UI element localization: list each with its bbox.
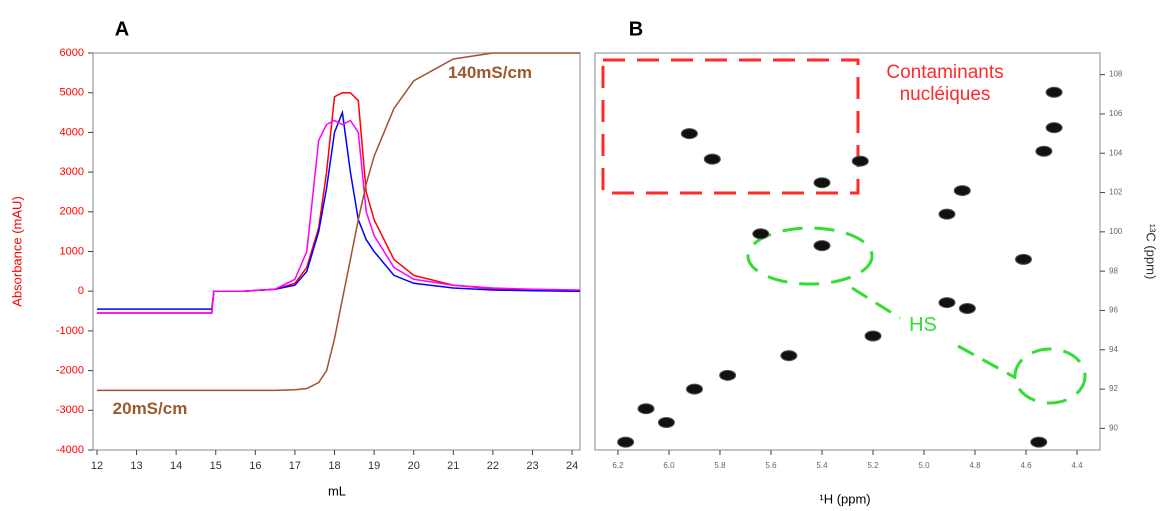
panel-title: A xyxy=(115,18,129,40)
y-tick-label: 100 xyxy=(1109,227,1123,236)
annotation: Contaminants nucléiques xyxy=(886,62,1004,105)
y-tick-label: 0 xyxy=(78,285,84,297)
y-tick-label: -1000 xyxy=(56,325,84,337)
x-tick-label: 4.4 xyxy=(1071,461,1083,470)
annotation: 140mS/cm xyxy=(447,63,533,82)
peak xyxy=(1045,122,1063,134)
peak xyxy=(657,416,675,428)
y-tick-label: 94 xyxy=(1109,345,1118,354)
y-tick-label: -4000 xyxy=(56,444,84,456)
peak xyxy=(938,208,956,220)
peak xyxy=(851,155,869,167)
peak xyxy=(637,403,655,415)
peak xyxy=(953,185,971,197)
hs-region xyxy=(746,226,874,286)
y-tick-label: 2000 xyxy=(60,206,84,218)
y-tick-label: 6000 xyxy=(60,47,84,59)
y-axis-label: ¹³C (ppm) xyxy=(1144,224,1159,280)
x-tick-label: 12 xyxy=(91,460,103,472)
x-tick-label: 17 xyxy=(289,460,301,472)
peak xyxy=(1045,86,1063,98)
peak xyxy=(752,228,770,240)
hs-connector xyxy=(957,344,1017,380)
peak xyxy=(719,369,737,381)
x-tick-label: 20 xyxy=(408,460,420,472)
peak xyxy=(617,436,635,448)
y-tick-label: 90 xyxy=(1109,423,1118,432)
x-tick-label: 16 xyxy=(249,460,261,472)
y-tick-label: 5000 xyxy=(60,87,84,99)
x-tick-label: 23 xyxy=(526,460,538,472)
y-tick-label: 3000 xyxy=(60,166,84,178)
peak xyxy=(813,240,831,252)
peak xyxy=(1014,253,1032,265)
line-series xyxy=(97,119,581,314)
x-tick-label: 4.6 xyxy=(1020,461,1032,470)
x-tick-label: 18 xyxy=(328,460,340,472)
x-tick-label: 5.4 xyxy=(816,461,828,470)
y-tick-label: 96 xyxy=(1109,306,1118,315)
annotation: 20mS/cm xyxy=(112,399,188,418)
y-tick-label: -3000 xyxy=(56,404,84,416)
x-tick-label: 6.0 xyxy=(663,461,675,470)
peak xyxy=(938,297,956,309)
contaminant-box xyxy=(601,58,860,195)
x-axis-label: ¹H (ppm) xyxy=(819,491,870,506)
annotation: HS xyxy=(909,314,937,336)
x-tick-label: 19 xyxy=(368,460,380,472)
x-axis-label: mL xyxy=(328,483,346,498)
x-tick-label: 21 xyxy=(447,460,459,472)
y-tick-label: 102 xyxy=(1109,188,1123,197)
x-tick-label: 15 xyxy=(210,460,222,472)
peak xyxy=(1035,145,1053,157)
x-tick-label: 5.6 xyxy=(765,461,777,470)
x-tick-label: 5.2 xyxy=(867,461,879,470)
peak xyxy=(958,302,976,314)
x-tick-label: 4.8 xyxy=(969,461,981,470)
x-tick-label: 14 xyxy=(170,460,182,472)
x-tick-label: 13 xyxy=(130,460,142,472)
hs-connector xyxy=(851,286,901,320)
x-tick-label: 24 xyxy=(566,460,578,472)
y-tick-label: 4000 xyxy=(60,126,84,138)
line-series xyxy=(97,52,580,392)
panel-title: B xyxy=(629,18,643,40)
y-tick-label: 98 xyxy=(1109,266,1118,275)
y-tick-label: 92 xyxy=(1109,384,1118,393)
y-tick-label: 106 xyxy=(1109,109,1123,118)
x-tick-label: 5.8 xyxy=(714,461,726,470)
x-tick-label: 5.0 xyxy=(918,461,930,470)
peak xyxy=(685,383,703,395)
y-tick-label: 1000 xyxy=(60,245,84,257)
peak xyxy=(864,330,882,342)
peak xyxy=(813,177,831,189)
y-tick-label: 104 xyxy=(1109,148,1123,157)
plot-frame xyxy=(594,52,1101,451)
peak xyxy=(703,153,721,165)
x-tick-label: 22 xyxy=(487,460,499,472)
peak xyxy=(680,128,698,140)
peak xyxy=(1030,436,1048,448)
y-tick-label: -2000 xyxy=(56,365,84,377)
peak xyxy=(780,350,798,362)
x-tick-label: 6.2 xyxy=(612,461,624,470)
y-axis-label: Absorbance (mAU) xyxy=(9,196,24,307)
y-tick-label: 108 xyxy=(1109,70,1123,79)
